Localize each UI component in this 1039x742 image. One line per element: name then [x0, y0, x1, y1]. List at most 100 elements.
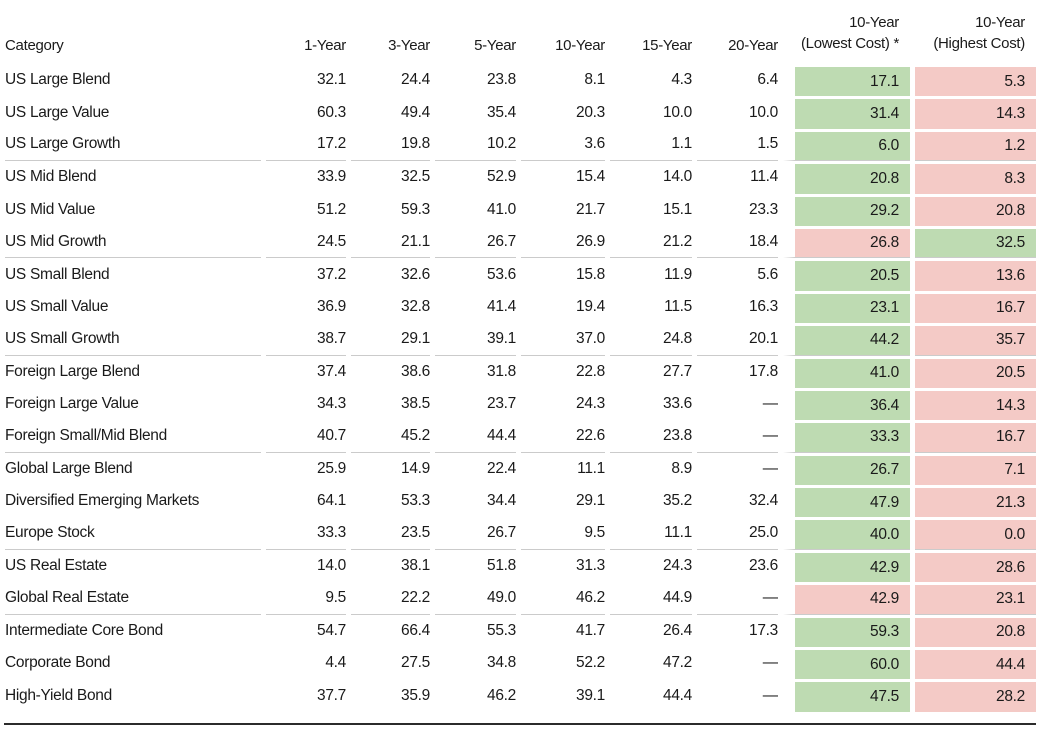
value-cell-20-year: 10.0: [749, 103, 778, 121]
lowest-cost-cell: 20.8: [783, 161, 910, 194]
value-cell-3-year: 19.8: [351, 129, 430, 162]
value-cell-15-year: 33.6: [663, 395, 692, 413]
value-cell-10-year: 3.6: [521, 129, 605, 162]
category-cell: Global Real Estate: [5, 582, 261, 615]
table-row: US Real Estate 14.0 38.1 51.8 31.3 24.3 …: [5, 550, 1036, 583]
highest-cost-cell: 20.8: [915, 615, 1036, 648]
lowest-cost-cell: 42.9: [783, 550, 910, 583]
value-cell-5-year: 31.8: [487, 362, 516, 380]
table-body: US Large Blend 32.1 24.4 23.8 8.1 4.3 6.…: [5, 64, 1036, 712]
value-cell-3-year: 14.9: [401, 459, 430, 477]
lowest-cost-cell: 20.5: [783, 258, 910, 291]
value-cell-1-year: 37.7: [317, 686, 346, 704]
value-cell-20-year: —: [697, 582, 778, 615]
highest-cost-header-line1: 10-Year: [975, 14, 1025, 31]
value-cell-20-year: 17.8: [749, 362, 778, 380]
value-cell-5-year: 44.4: [435, 420, 516, 453]
value-cell-10-year: 31.3: [576, 557, 605, 575]
value-cell-1-year: 33.9: [317, 168, 346, 186]
value-cell-10-year: 22.8: [576, 362, 605, 380]
table-row: US Large Growth 17.2 19.8 10.2 3.6 1.1 1…: [5, 129, 1036, 162]
category-cell: Europe Stock: [5, 517, 261, 550]
value-cell-1-year: 54.7: [317, 621, 346, 639]
value-cell-3-year: 49.4: [401, 103, 430, 121]
lowest-cost-cell: 36.4: [783, 388, 910, 421]
value-cell-3-year: 66.4: [401, 621, 430, 639]
category-success-table: Category 1-Year 3-Year 5-Year 10-Year 15…: [0, 2, 1039, 712]
value-cell-1-year: 40.7: [266, 420, 346, 453]
value-cell-10-year: 19.4: [576, 297, 605, 315]
lowest-cost-cell: 40.0: [783, 517, 910, 550]
lowest-cost-cell: 60.0: [783, 647, 910, 680]
value-cell-1-year: 17.2: [266, 129, 346, 162]
value-cell-5-year: 51.8: [487, 557, 516, 575]
value-cell-20-year: 20.1: [697, 323, 778, 356]
category-cell: US Small Blend: [5, 265, 110, 283]
table-row: US Mid Value 51.2 59.3 41.0 21.7 15.1 23…: [5, 194, 1036, 226]
category-cell: Foreign Large Blend: [5, 362, 140, 380]
value-cell-5-year: 10.2: [435, 129, 516, 162]
category-cell: High-Yield Bond: [5, 686, 112, 704]
value-cell-15-year: 1.1: [610, 129, 692, 162]
value-cell-15-year: 24.8: [610, 323, 692, 356]
value-cell-3-year: 53.3: [401, 492, 430, 510]
highest-cost-cell: 16.7: [915, 291, 1036, 324]
highest-cost-cell: 14.3: [915, 388, 1036, 421]
value-cell-15-year: 26.4: [663, 621, 692, 639]
value-cell-1-year: 9.5: [266, 582, 346, 615]
value-cell-15-year: 44.4: [663, 686, 692, 704]
value-cell-3-year: 38.6: [401, 362, 430, 380]
value-cell-1-year: 37.2: [317, 265, 346, 283]
table-header: Category 1-Year 3-Year 5-Year 10-Year 15…: [5, 2, 1036, 64]
value-cell-15-year: 24.3: [663, 557, 692, 575]
value-cell-5-year: 34.8: [487, 654, 516, 672]
value-cell-15-year: 44.9: [610, 582, 692, 615]
value-cell-20-year: 6.4: [757, 71, 778, 89]
value-cell-5-year: 23.7: [487, 395, 516, 413]
value-cell-20-year: —: [762, 459, 778, 477]
value-cell-15-year: 35.2: [663, 492, 692, 510]
table-row: US Small Growth 38.7 29.1 39.1 37.0 24.8…: [5, 323, 1036, 356]
value-cell-5-year: 49.0: [435, 582, 516, 615]
value-cell-15-year: 4.3: [671, 71, 692, 89]
value-cell-10-year: 11.1: [577, 459, 605, 477]
value-cell-15-year: 14.0: [663, 168, 692, 186]
table-row: US Mid Blend 33.9 32.5 52.9 15.4 14.0 11…: [5, 161, 1036, 194]
lowest-cost-cell: 26.8: [783, 226, 910, 259]
table-row: Europe Stock 33.3 23.5 26.7 9.5 11.1 25.…: [5, 517, 1036, 550]
table-row: US Small Blend 37.2 32.6 53.6 15.8 11.9 …: [5, 258, 1036, 291]
value-cell-15-year: 23.8: [610, 420, 692, 453]
lowest-cost-cell: 47.9: [783, 485, 910, 518]
table-row: Global Large Blend 25.9 14.9 22.4 11.1 8…: [5, 453, 1036, 486]
value-cell-1-year: 64.1: [317, 492, 346, 510]
table-row: US Small Value 36.9 32.8 41.4 19.4 11.5 …: [5, 291, 1036, 324]
category-cell: US Mid Value: [5, 200, 96, 218]
table-row: Foreign Large Value 34.3 38.5 23.7 24.3 …: [5, 388, 1036, 421]
value-cell-15-year: 27.7: [663, 362, 692, 380]
highest-cost-cell: 8.3: [915, 161, 1036, 194]
column-header-1-year: 1-Year: [304, 37, 346, 54]
value-cell-5-year: 34.4: [487, 492, 516, 510]
value-cell-1-year: 34.3: [317, 395, 346, 413]
value-cell-1-year: 14.0: [317, 557, 346, 575]
value-cell-3-year: 59.3: [401, 200, 430, 218]
value-cell-10-year: 24.3: [576, 395, 605, 413]
value-cell-10-year: 20.3: [576, 103, 605, 121]
category-cell: US Large Growth: [5, 129, 261, 162]
highest-cost-cell: 35.7: [915, 323, 1036, 356]
value-cell-5-year: 35.4: [487, 103, 516, 121]
lowest-cost-header-line1: 10-Year: [849, 14, 899, 31]
table-row: US Large Value 60.3 49.4 35.4 20.3 10.0 …: [5, 96, 1036, 129]
value-cell-5-year: 52.9: [487, 168, 516, 186]
value-cell-1-year: 51.2: [317, 200, 346, 218]
value-cell-10-year: 22.6: [521, 420, 605, 453]
value-cell-20-year: 25.0: [697, 517, 778, 550]
table-row: Diversified Emerging Markets 64.1 53.3 3…: [5, 485, 1036, 518]
value-cell-1-year: 24.5: [266, 226, 346, 259]
value-cell-10-year: 29.1: [576, 492, 605, 510]
highest-cost-cell: 13.6: [915, 258, 1036, 291]
category-cell: Diversified Emerging Markets: [5, 492, 200, 510]
highest-cost-cell: 44.4: [915, 647, 1036, 680]
value-cell-10-year: 41.7: [576, 621, 605, 639]
value-cell-20-year: 5.6: [757, 265, 778, 283]
